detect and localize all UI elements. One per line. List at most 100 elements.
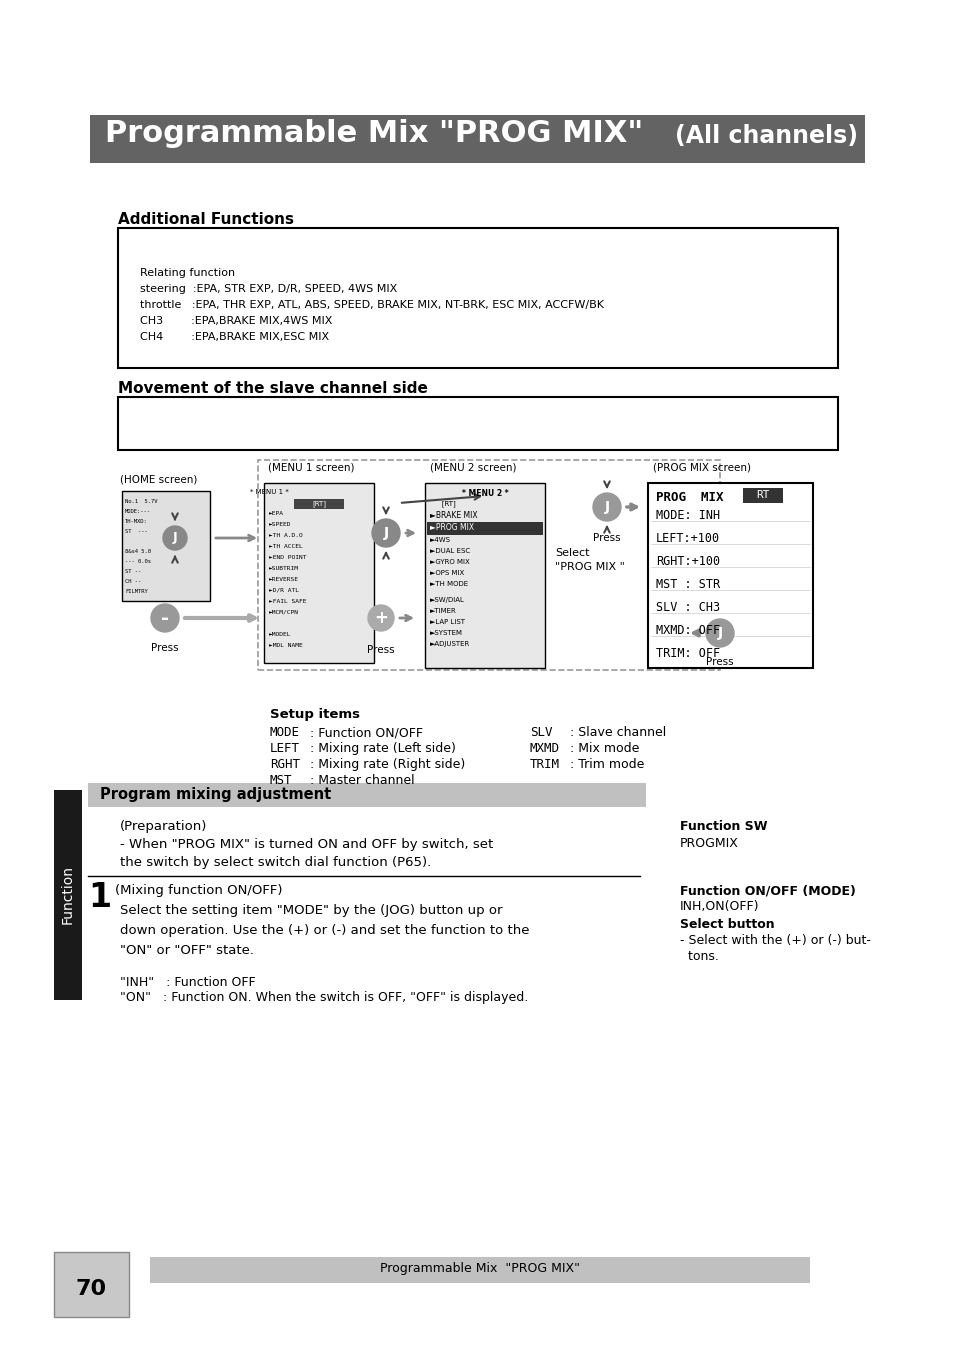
Text: TH-MXD:: TH-MXD:	[125, 518, 148, 524]
Text: Programmable Mix  "PROG MIX": Programmable Mix "PROG MIX"	[379, 1262, 579, 1274]
Text: Movement of the slave channel side: Movement of the slave channel side	[118, 381, 428, 396]
Text: Relating function: Relating function	[140, 269, 234, 278]
Text: ►MCM/CPN: ►MCM/CPN	[269, 610, 298, 616]
Text: RGHT: RGHT	[270, 757, 299, 771]
Text: : Slave channel: : Slave channel	[569, 726, 665, 738]
Text: ►MODEL: ►MODEL	[269, 632, 292, 637]
Bar	[257, 460, 720, 670]
Text: ►EPA: ►EPA	[269, 512, 284, 516]
Bar	[424, 483, 544, 668]
Text: MXMD: MXMD	[530, 743, 559, 755]
Text: (Mixing function ON/OFF): (Mixing function ON/OFF)	[115, 884, 282, 896]
Text: CH4        :EPA,BRAKE MIX,ESC MIX: CH4 :EPA,BRAKE MIX,ESC MIX	[140, 332, 329, 342]
Text: PROG  MIX: PROG MIX	[656, 491, 722, 504]
Text: : Trim mode: : Trim mode	[569, 757, 643, 771]
Text: ►GYRO MIX: ►GYRO MIX	[430, 559, 469, 566]
Text: MXMD: OFF: MXMD: OFF	[656, 624, 720, 637]
Text: ►REVERSE: ►REVERSE	[269, 576, 298, 582]
Text: ►MDL NAME: ►MDL NAME	[269, 643, 302, 648]
Text: ►D/R ATL: ►D/R ATL	[269, 589, 298, 593]
Text: - When "PROG MIX" is turned ON and OFF by switch, set: - When "PROG MIX" is turned ON and OFF b…	[120, 838, 493, 850]
Text: ►SYSTEM: ►SYSTEM	[430, 630, 462, 636]
Circle shape	[372, 518, 399, 547]
Text: (MENU 2 screen): (MENU 2 screen)	[430, 463, 516, 472]
Text: ►TIMER: ►TIMER	[430, 608, 456, 614]
Text: throttle   :EPA, THR EXP, ATL, ABS, SPEED, BRAKE MIX, NT-BRK, ESC MIX, ACCFW/BK: throttle :EPA, THR EXP, ATL, ABS, SPEED,…	[140, 300, 603, 310]
Text: SLV: SLV	[530, 726, 552, 738]
Text: * MENU 2 *: * MENU 2 *	[461, 489, 508, 498]
Text: : Mix mode: : Mix mode	[569, 743, 639, 755]
Text: ST --: ST --	[125, 568, 141, 574]
Text: (All channels): (All channels)	[675, 124, 857, 148]
Text: Select the setting item "MODE" by the (JOG) button up or: Select the setting item "MODE" by the (J…	[120, 904, 502, 917]
Text: * MENU 1 *: * MENU 1 *	[250, 489, 288, 495]
Text: ST  ---: ST ---	[125, 529, 148, 535]
Text: Program mixing adjustment: Program mixing adjustment	[100, 787, 331, 802]
Bar	[294, 500, 344, 509]
Text: MODE:---: MODE:---	[125, 509, 151, 514]
Text: (HOME screen): (HOME screen)	[120, 475, 197, 485]
Bar	[118, 228, 837, 369]
Text: J: J	[717, 626, 721, 640]
Text: "PROG MIX ": "PROG MIX "	[555, 562, 624, 572]
Text: 70: 70	[75, 1278, 107, 1299]
Text: Press: Press	[705, 657, 733, 667]
Text: SLV : CH3: SLV : CH3	[656, 601, 720, 614]
Text: MODE: MODE	[270, 726, 299, 738]
Text: CH3        :EPA,BRAKE MIX,4WS MIX: CH3 :EPA,BRAKE MIX,4WS MIX	[140, 316, 332, 325]
Circle shape	[705, 620, 733, 647]
Text: down operation. Use the (+) or (-) and set the function to the: down operation. Use the (+) or (-) and s…	[120, 923, 529, 937]
Text: ►DUAL ESC: ►DUAL ESC	[430, 548, 470, 554]
Text: RT: RT	[756, 490, 769, 500]
Text: LEFT:+100: LEFT:+100	[656, 532, 720, 545]
Text: Press: Press	[593, 533, 620, 543]
Text: ►ADJUSTER: ►ADJUSTER	[430, 641, 470, 647]
Text: PROGMIX: PROGMIX	[679, 837, 739, 850]
Text: CH --: CH --	[125, 579, 141, 585]
Text: TRIM: TRIM	[530, 757, 559, 771]
Bar	[742, 487, 782, 504]
Text: : Master channel: : Master channel	[310, 774, 415, 787]
Text: No.1  5.7V: No.1 5.7V	[125, 500, 157, 504]
Text: [RT]: [RT]	[312, 500, 326, 506]
Text: ►TH MODE: ►TH MODE	[430, 580, 468, 587]
Text: INH,ON(OFF): INH,ON(OFF)	[679, 900, 759, 913]
Circle shape	[368, 605, 394, 630]
Text: RGHT:+100: RGHT:+100	[656, 555, 720, 568]
Text: ►BRAKE MIX: ►BRAKE MIX	[430, 512, 477, 520]
Circle shape	[593, 493, 620, 521]
Bar	[122, 491, 210, 601]
Text: Function: Function	[61, 865, 75, 925]
Text: J: J	[383, 526, 388, 540]
Text: MST : STR: MST : STR	[656, 578, 720, 591]
Text: ►SPEED: ►SPEED	[269, 522, 292, 526]
Text: (Preparation): (Preparation)	[120, 819, 207, 833]
Bar	[90, 115, 864, 163]
Text: "INH"   : Function OFF: "INH" : Function OFF	[120, 976, 255, 990]
Text: ►LAP LIST: ►LAP LIST	[430, 620, 464, 625]
Text: ►OPS MIX: ►OPS MIX	[430, 570, 464, 576]
Text: ►TH ACCEL: ►TH ACCEL	[269, 544, 302, 549]
Text: Setup items: Setup items	[270, 707, 359, 721]
Text: : Mixing rate (Left side): : Mixing rate (Left side)	[310, 743, 456, 755]
Text: MST: MST	[270, 774, 293, 787]
Text: MODE: INH: MODE: INH	[656, 509, 720, 522]
Bar	[647, 483, 812, 668]
Text: ►4WS: ►4WS	[430, 537, 451, 543]
Text: Select button: Select button	[679, 918, 774, 932]
Text: J: J	[172, 532, 177, 544]
Text: tons.: tons.	[679, 950, 719, 963]
Bar	[54, 1251, 129, 1318]
Text: ►END POINT: ►END POINT	[269, 555, 306, 560]
Text: Press: Press	[151, 643, 178, 653]
Text: Additional Functions: Additional Functions	[118, 212, 294, 227]
Text: ►SUBTRIM: ►SUBTRIM	[269, 566, 298, 571]
Bar	[118, 397, 837, 450]
Text: Select: Select	[555, 548, 589, 558]
Text: the switch by select switch dial function (P65).: the switch by select switch dial functio…	[120, 856, 431, 869]
Text: -: -	[161, 609, 169, 628]
Text: Function ON/OFF (MODE): Function ON/OFF (MODE)	[679, 884, 855, 896]
Bar	[88, 783, 645, 807]
Text: steering  :EPA, STR EXP, D/R, SPEED, 4WS MIX: steering :EPA, STR EXP, D/R, SPEED, 4WS …	[140, 284, 396, 294]
Text: ►SW/DIAL: ►SW/DIAL	[430, 597, 464, 603]
